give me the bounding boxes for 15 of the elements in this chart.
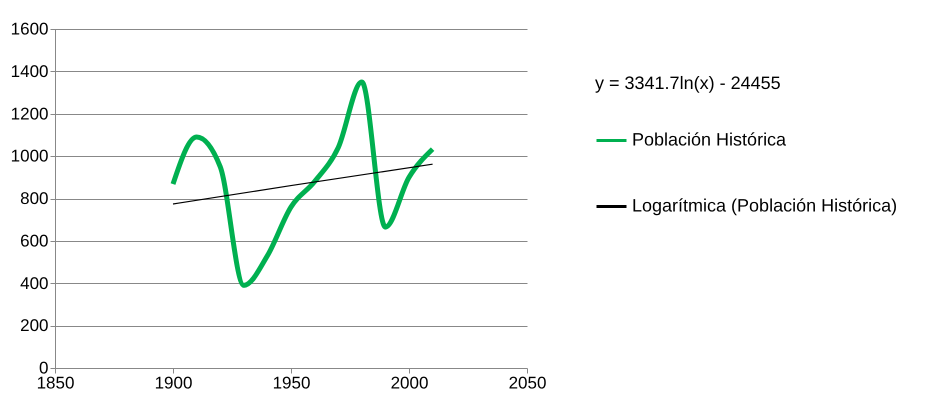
y-tick-label: 1400 <box>10 62 48 81</box>
y-tick-label: 800 <box>20 189 48 208</box>
x-tick-label: 1900 <box>154 374 192 392</box>
x-tick-label: 1950 <box>272 374 310 392</box>
text: y = 3341.7ln(x) - 24455 <box>595 73 781 93</box>
x-tick-label: 2000 <box>390 374 428 392</box>
y-tick-label: 1200 <box>10 104 48 124</box>
y-tick-label: 1600 <box>10 20 48 38</box>
legend-label: Población Histórica <box>632 130 788 150</box>
y-tick-label: 200 <box>20 316 48 336</box>
y-tick-label: 1000 <box>10 146 48 166</box>
y-tick-label: 600 <box>20 231 48 250</box>
legend-label: Logarítmica (Población Histórica) <box>632 196 898 216</box>
y-tick-label: 400 <box>20 274 48 293</box>
x-tick-label: 2050 <box>508 374 546 392</box>
